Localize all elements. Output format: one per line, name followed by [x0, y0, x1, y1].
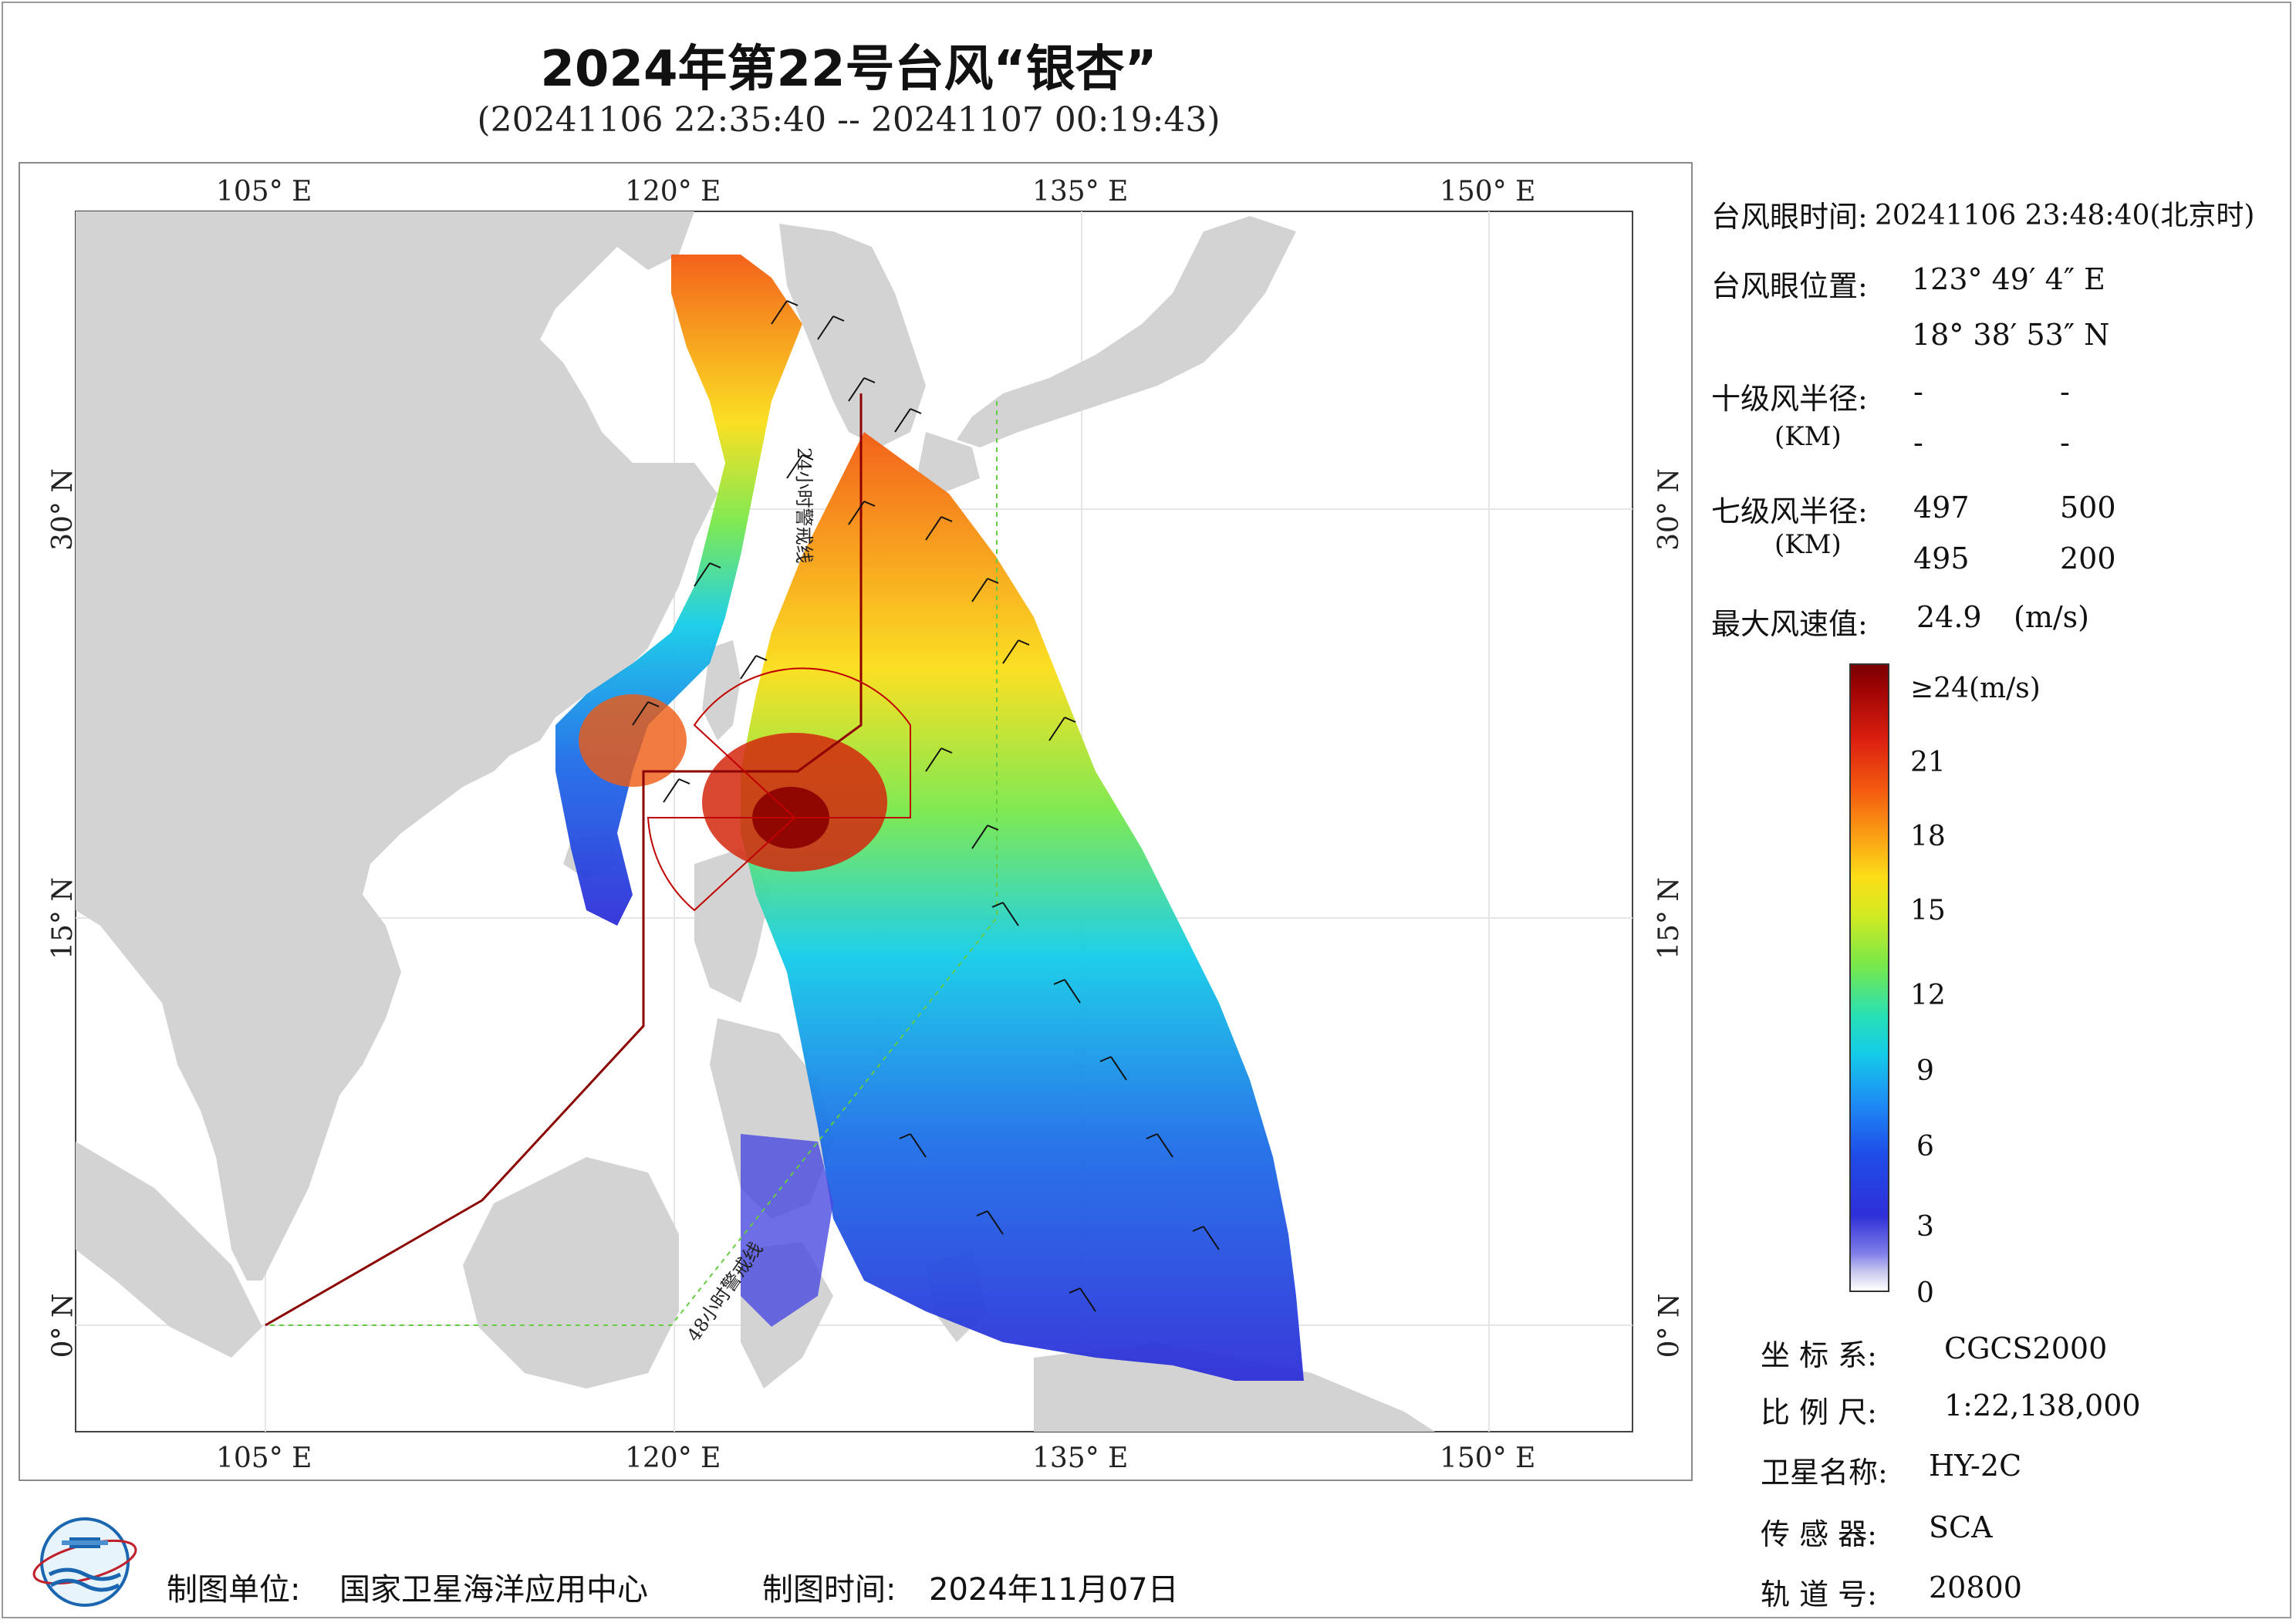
land	[76, 211, 1435, 1432]
sensor-label: 传 感 器:	[1761, 1517, 1877, 1551]
r10-value-1: -	[1913, 375, 1923, 409]
legend-tick-21: 21	[1910, 747, 1946, 778]
legend-tick-6: 6	[1916, 1131, 1934, 1162]
top-lon-120: 120° E	[625, 176, 721, 208]
crs-label: 坐 标 系:	[1761, 1338, 1877, 1372]
r7-value-2: 500	[2060, 491, 2116, 525]
footer-org-value: 国家卫星海洋应用中心	[339, 1572, 648, 1608]
max-wind-label: 最大风速值:	[1711, 607, 1868, 641]
eye-lon: 123° 49′ 4″ E	[1912, 262, 2105, 296]
r7-value-4: 200	[2060, 542, 2116, 575]
r10-value-2: -	[2060, 375, 2070, 409]
satellite-label: 卫星名称:	[1761, 1456, 1888, 1490]
orbit-label: 轨 道 号:	[1761, 1577, 1877, 1611]
left-lat-15: 15° N	[46, 877, 79, 960]
bottom-lon-105: 105° E	[216, 1442, 312, 1474]
map-subtitle: (20241106 22:35:40 -- 20241107 00:19:43)	[477, 100, 1221, 140]
eye-time-value: 20241106 23:48:40(北京时)	[1875, 200, 2255, 231]
orbit-value: 20800	[1929, 1571, 2022, 1604]
scale-value: 1:22,138,000	[1944, 1388, 2141, 1422]
wind-radius-outline	[647, 667, 911, 912]
legend-tick-0: 0	[1916, 1277, 1934, 1309]
legend-tick-24: ≥24(m/s)	[1910, 673, 2041, 704]
left-lat-30: 30° N	[46, 468, 79, 551]
legend-tick-3: 3	[1916, 1211, 1934, 1243]
legend-tick-15: 15	[1910, 895, 1946, 926]
right-lat-30: 30° N	[1653, 468, 1685, 551]
warning-24h-label: 24小时警戒线	[793, 447, 815, 564]
r10-label: 十级风半径:	[1711, 382, 1868, 416]
top-lon-150: 150° E	[1440, 176, 1536, 208]
max-wind-value: 24.9	[1916, 600, 1982, 634]
legend-tick-12: 12	[1910, 980, 1946, 1011]
satellite-value: HY-2C	[1929, 1449, 2022, 1483]
crs-value: CGCS2000	[1944, 1331, 2108, 1365]
bottom-lon-120: 120° E	[625, 1442, 721, 1474]
right-lat-0: 0° N	[1653, 1293, 1686, 1358]
r10-value-3: -	[1913, 426, 1923, 460]
eye-time-label: 台风眼时间:	[1711, 200, 1868, 234]
logo-emblem-icon	[32, 1517, 137, 1607]
bottom-lon-135: 135° E	[1032, 1442, 1129, 1474]
legend-tick-9: 9	[1916, 1055, 1934, 1087]
r10-unit: (KM)	[1774, 421, 1842, 452]
wind-speed-colorbar	[1849, 663, 1889, 1292]
r7-value-3: 495	[1913, 542, 1970, 575]
sensor-value: SCA	[1929, 1510, 1993, 1544]
r7-value-1: 497	[1913, 491, 1970, 525]
footer-date-label: 制图时间:	[762, 1572, 896, 1608]
scale-label: 比 例 尺:	[1761, 1395, 1877, 1429]
footer-date-value: 2024年11月07日	[929, 1572, 1179, 1608]
map-title: 2024年第22号台风“银杏”	[540, 41, 1157, 98]
left-lat-0: 0° N	[47, 1293, 79, 1358]
wind-barbs	[632, 300, 1220, 1312]
top-lon-105: 105° E	[216, 176, 312, 208]
max-wind-unit: (m/s)	[2014, 600, 2089, 634]
top-lon-135: 135° E	[1032, 176, 1129, 208]
legend-tick-18: 18	[1910, 821, 1946, 852]
r7-label: 七级风半径:	[1711, 494, 1868, 528]
footer-org-label: 制图单位:	[167, 1572, 301, 1608]
right-lat-15: 15° N	[1653, 877, 1685, 960]
bottom-lon-150: 150° E	[1440, 1442, 1536, 1474]
warning-line-24h	[265, 393, 863, 1327]
eye-lat: 18° 38′ 53″ N	[1912, 318, 2110, 352]
r7-unit: (KM)	[1774, 529, 1842, 560]
warning-line-48h	[265, 401, 998, 1326]
eye-pos-label: 台风眼位置:	[1711, 269, 1868, 303]
r10-value-4: -	[2060, 426, 2070, 460]
